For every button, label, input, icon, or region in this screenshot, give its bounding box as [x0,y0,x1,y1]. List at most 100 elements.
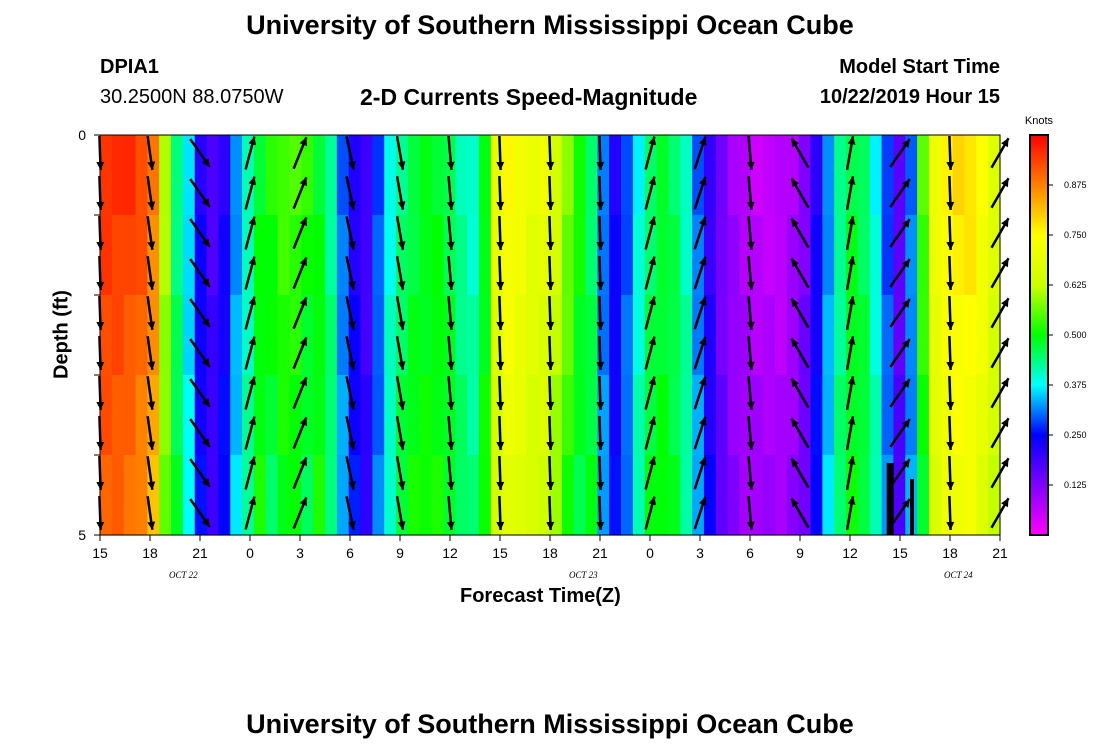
station-coordinates: 30.2500N 88.0750W [100,86,284,108]
current-arrow [395,456,406,490]
current-arrow-head [648,176,657,186]
x-axis-label: Forecast Time(Z) [460,585,621,607]
current-arrow-head [201,518,210,527]
heatmap-cell [703,375,717,456]
heatmap-cell [775,375,788,456]
heatmap-cell [905,215,918,296]
current-arrow-head [397,161,406,170]
heatmap-cell [277,215,291,296]
current-arrow-head [901,179,910,188]
current-arrow [292,496,308,530]
current-arrow [189,338,211,368]
y-tick-label: 0 [78,127,86,143]
current-arrow-head [446,481,455,490]
heatmap-cell [609,295,622,376]
current-arrow [546,295,555,331]
current-arrow-head [147,241,156,250]
heatmap-cell [561,135,575,216]
heatmap-cell [313,295,326,376]
y-axis: 05 [78,127,100,543]
current-arrow [546,495,555,531]
current-arrow [189,378,211,408]
heatmap-cell [171,135,184,216]
heatmap-cell [881,215,895,296]
heatmap-cell [171,295,184,376]
heatmap-cell [680,295,693,376]
heatmap-cell [502,215,516,296]
heatmap-cell [952,215,966,296]
heatmap-cell [443,295,456,376]
x-axis: 15 18 21 0 3 6 9 12 15 18 21 0 3 6 9 12 15 18 21 OCT 22 OCT … [92,535,1008,580]
heatmap-cell [952,455,966,536]
heatmap-cell [964,375,977,456]
current-arrow [746,455,755,491]
current-arrow-head [946,441,955,450]
current-arrow-head [397,441,406,450]
current-arrow-head [648,336,657,346]
current-arrow-head [847,176,856,185]
heatmap-cell [123,215,137,296]
heatmap-cell [135,295,148,376]
current-arrow [345,496,356,530]
current-arrow [189,458,211,488]
heatmap-cell [325,455,338,536]
current-arrow-head [496,481,505,490]
current-arrow [644,416,657,450]
current-arrow-head [847,496,856,505]
current-arrow [693,136,707,170]
current-arrow-head [546,441,555,450]
current-arrow-head [248,256,257,266]
heatmap-cell [253,375,267,456]
current-arrow [889,138,911,168]
current-arrow [644,496,657,530]
heatmap-cell [893,135,906,216]
x-date-label: OCT 23 [569,570,598,580]
current-arrow-head [546,481,555,490]
current-arrow [845,496,856,530]
current-arrow [244,296,257,330]
current-arrow [395,496,406,530]
heatmap-cell [538,215,551,296]
current-arrow [889,298,911,328]
heatmap-cell [384,215,397,296]
current-arrow [292,136,308,170]
heatmap-cell [561,295,575,376]
current-arrow-head [1001,498,1009,508]
heatmap-cell [739,295,752,376]
current-arrow-head [248,136,257,146]
heatmap-cell [502,135,516,216]
heatmap-cell [621,375,634,456]
current-arrow [146,455,156,491]
heatmap-cell [336,135,350,216]
heatmap-cell [372,375,385,456]
heatmap-cell [692,295,705,376]
current-arrow-head [946,321,955,330]
current-arrow-head [698,256,707,266]
current-arrow-head [946,481,955,490]
current-arrow [244,456,257,490]
colorbar-tick-label: 0.375 [1064,380,1087,390]
current-arrow [596,375,605,411]
current-arrow-head [546,201,555,210]
heatmap-cell [301,215,314,296]
current-arrow-head [397,401,406,410]
heatmap-cell [656,375,670,456]
heatmap-cell [656,455,670,536]
current-arrow-head [596,401,605,410]
heatmap-cell [407,375,421,456]
heatmap-cell [336,215,350,296]
heatmap-cell [218,455,231,536]
heatmap-cell [135,455,148,536]
current-arrow-head [791,298,799,308]
current-arrow-head [648,256,657,266]
current-arrow [292,176,308,210]
current-arrow [693,256,707,290]
current-arrow [446,455,455,491]
heatmap-cell [703,215,717,296]
current-arrow [746,215,755,251]
heatmap-cell [952,135,966,216]
current-arrow [946,295,955,331]
heatmap-cell [526,375,539,456]
heatmap-cell [668,215,681,296]
current-arrow [889,338,911,368]
